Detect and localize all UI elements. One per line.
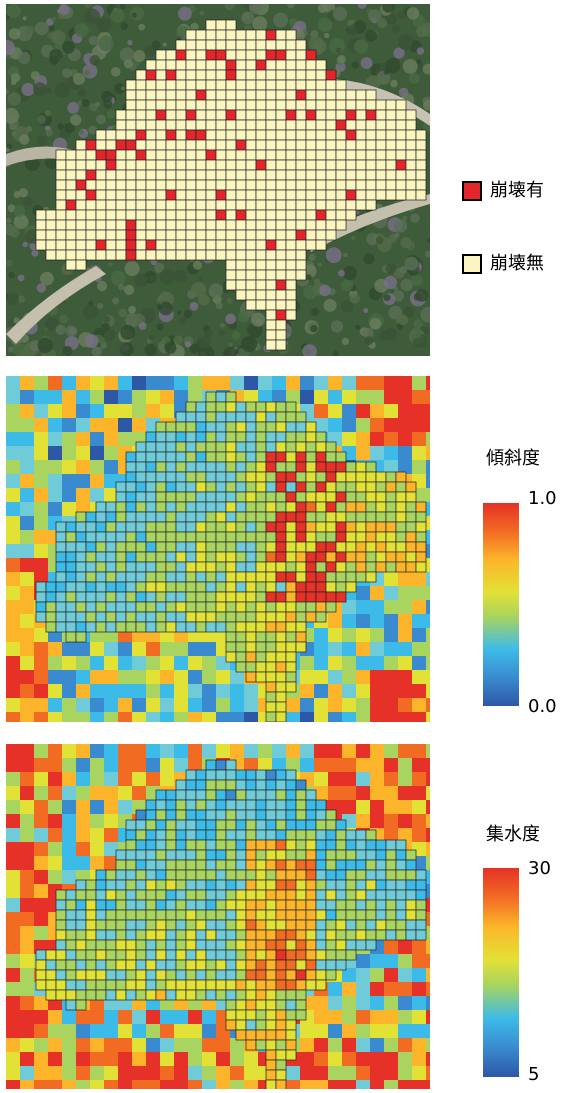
- flow-colorbar: [483, 868, 519, 1077]
- legend-collapse-no-label: 崩壊無: [490, 253, 544, 274]
- flow-accumulation-map: [6, 744, 430, 1089]
- slope-min-label: 0.0: [528, 696, 557, 717]
- legend-collapse-yes: 崩壊有: [462, 180, 544, 202]
- flow-grid-overlay: [6, 744, 430, 1089]
- slope-scale-title: 傾斜度: [486, 448, 540, 469]
- flow-max-label: 30: [528, 858, 551, 879]
- aerial-photo-map: [6, 4, 430, 356]
- watershed-grid: [35, 391, 427, 722]
- flow-min-label: 5: [528, 1064, 540, 1085]
- legend-collapse-no: 崩壊無: [462, 253, 544, 275]
- cream-swatch-icon: [462, 254, 482, 274]
- flow-scale-title: 集水度: [486, 824, 540, 845]
- slope-grid-overlay: [6, 376, 430, 722]
- slope-max-label: 1.0: [528, 488, 557, 509]
- slope-map: [6, 376, 430, 722]
- red-swatch-icon: [462, 181, 482, 201]
- legend-collapse-yes-label: 崩壊有: [490, 180, 544, 201]
- watershed-grid: [35, 759, 427, 1089]
- slope-colorbar: [483, 503, 519, 706]
- watershed-grid: [35, 19, 427, 351]
- aerial-grid-overlay: [6, 4, 430, 356]
